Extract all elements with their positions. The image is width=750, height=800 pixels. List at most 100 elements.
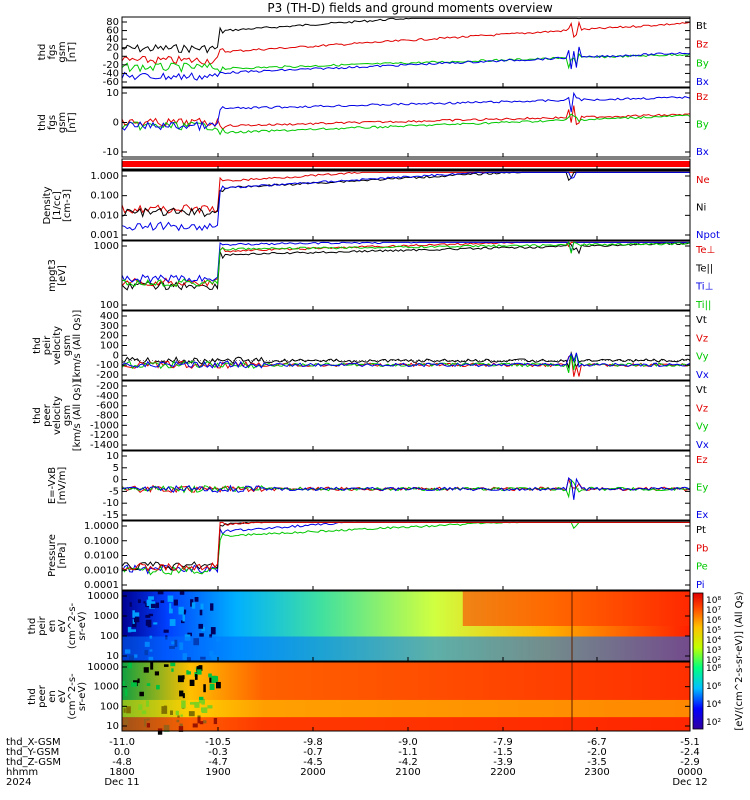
y-axis-label: thd (37, 114, 48, 131)
x-value-x: -5.1 (680, 737, 700, 748)
x-value-y: 0.0 (114, 747, 130, 758)
y-tick-label: 0 (113, 475, 119, 486)
spectrogram-pixel (200, 603, 204, 610)
series-green (121, 113, 691, 136)
legend-label: Bx (696, 147, 709, 158)
spectrogram-low-band (122, 636, 690, 661)
y-axis-label: (cm^2-s- (67, 602, 78, 649)
y-tick-label: 100 (100, 300, 119, 311)
spectrogram-low-band (122, 717, 690, 731)
y-axis-label: gsm (57, 112, 68, 133)
y-tick-label: 10000 (87, 591, 119, 602)
x-value-hhmm: 2100 (395, 767, 420, 778)
y-axis-label: [km/s (All Qs)] (72, 310, 83, 382)
series-blue (121, 352, 691, 369)
y-tick-label: 0.0001 (84, 580, 119, 591)
spectrogram-pixel (194, 597, 199, 602)
legend-label: Vx (696, 440, 709, 451)
panel-frame (121, 158, 691, 171)
y-axis-label: (cm^2-s- (67, 673, 78, 720)
x-row-label: thd_Y-GSM (6, 747, 59, 758)
y-tick-label: 400 (100, 311, 119, 322)
legend-label: Bz (696, 92, 708, 103)
y-tick-label: -10 (103, 147, 119, 158)
y-axis-label: [nT] (67, 42, 78, 62)
x-date-label: Dec 12 (672, 777, 707, 788)
spectrogram-pixel (203, 684, 206, 693)
legend-label: By (696, 120, 709, 131)
spectrogram-pixel (191, 602, 196, 609)
x-row-label: 2024 (6, 777, 31, 788)
y-tick-label: -15 (103, 510, 119, 521)
y-tick-label: 0 (113, 51, 119, 62)
colorbar-tick-label: 10⁸ (706, 664, 721, 674)
y-axis-label: thd (27, 688, 38, 705)
y-axis-label: peir (37, 615, 48, 635)
y-tick-label: 300 (100, 321, 119, 332)
y-tick-label: 200 (100, 331, 119, 342)
x-value-y: -2.4 (680, 747, 700, 758)
y-axis-label: [eV] (57, 265, 68, 286)
spectrogram-pixel (143, 667, 149, 673)
series-red (121, 20, 691, 65)
y-axis-label: velocity (52, 396, 63, 435)
colorbar-tick-label: 10⁴ (706, 700, 721, 710)
spectrogram-pixel (211, 675, 217, 684)
spectrogram-pixel (188, 671, 191, 675)
spectrogram-pixel (146, 599, 152, 606)
x-value-z: -3.5 (587, 757, 607, 768)
y-axis-label: fgs (47, 44, 58, 59)
x-value-hhmm: 2300 (584, 767, 609, 778)
y-tick-label: -20 (103, 60, 119, 71)
y-tick-label: 0 (113, 118, 119, 129)
y-axis-label: peer (37, 684, 48, 708)
legend-label: Pi (696, 580, 705, 591)
spectrogram-pixel (167, 595, 174, 602)
y-axis-label: thd (32, 407, 43, 424)
spectrogram-pixel (156, 684, 160, 690)
spectrogram-pixel (179, 591, 185, 595)
spectrogram-pixel (134, 612, 140, 617)
spectrogram-pixel (210, 603, 214, 611)
spectrogram-pixel (130, 629, 137, 632)
colorbar-tick-label: 10³ (706, 646, 721, 656)
spectrogram-pixel (189, 679, 195, 686)
y-tick-label: 1.000 (90, 171, 119, 182)
spectrogram-pixel (163, 629, 169, 633)
spectrogram-pixel (125, 688, 128, 697)
y-axis-label: sr-eV) (77, 682, 88, 711)
spectrogram-pixel (215, 681, 221, 689)
x-value-hhmm: 1900 (205, 767, 230, 778)
series-red (121, 521, 690, 572)
legend-label: Bx (696, 77, 709, 88)
y-tick-label: -600 (96, 401, 119, 412)
spectrogram-pixel (183, 611, 186, 615)
legend-label: Vy (696, 352, 709, 363)
legend-label: Vz (696, 403, 708, 414)
plot-title: P3 (TH-D) fields and ground moments over… (267, 1, 552, 15)
y-tick-label: 0 (113, 350, 119, 361)
x-value-x: -9.0 (398, 737, 418, 748)
panel-pressure: 1.0000 0.1000 0.0100 0.0010 0.0001 Pressure [n… (47, 520, 708, 591)
spectrogram-pixel (153, 622, 158, 625)
panel-frame (121, 310, 691, 381)
y-tick-label: -1000 (90, 420, 119, 431)
y-tick-label: 10000 (87, 662, 119, 673)
y-tick-label: 20 (106, 43, 119, 54)
spectrogram-pixel (208, 673, 212, 678)
panel-fgs-gsm-hp: 10 0 -10 thd fgs gsm [nT] Bz By Bx (37, 87, 709, 158)
panel-frame (121, 520, 691, 591)
x-value-z: -4.8 (112, 757, 132, 768)
y-tick-label: 1000 (94, 682, 119, 693)
spectrogram-pixel (173, 599, 178, 606)
y-axis-label: gsm (57, 41, 68, 62)
y-tick-label: 0.0100 (84, 551, 119, 562)
spectrogram-pixel (198, 623, 204, 629)
y-tick-label: 100 (100, 631, 119, 642)
colorbar-tick-label: 10² (706, 718, 721, 728)
panel-mode-bar (121, 158, 691, 171)
legend-label: Ez (696, 455, 708, 466)
spectrogram-pixel (198, 665, 203, 671)
panel-frame (121, 240, 691, 311)
